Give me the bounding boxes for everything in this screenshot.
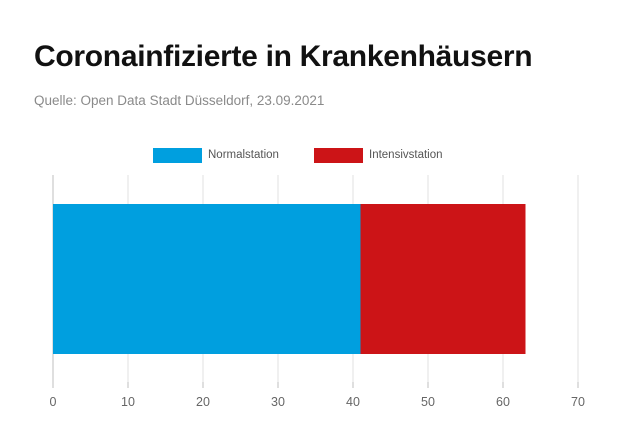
tick-label-x-50: 50 bbox=[421, 395, 435, 409]
chart-title: Coronainfizierte in Krankenhäusern bbox=[34, 40, 533, 73]
bar-intensivstation bbox=[360, 204, 526, 354]
legend: Normalstation Intensivstation bbox=[0, 145, 640, 165]
tick-label-x-20: 20 bbox=[196, 395, 210, 409]
legend-label-intensivstation: Intensivstation bbox=[369, 149, 443, 161]
bar-normalstation bbox=[53, 204, 361, 354]
legend-swatch-intensivstation bbox=[314, 147, 363, 163]
legend-swatch-normalstation bbox=[153, 147, 202, 163]
chart-source: Quelle: Open Data Stadt Düsseldorf, 23.0… bbox=[34, 93, 325, 108]
tick-label-x-10: 10 bbox=[121, 395, 135, 409]
legend-item-normalstation[interactable]: Normalstation bbox=[153, 145, 279, 165]
tick-label-x-70: 70 bbox=[571, 395, 585, 409]
tick-label-x-60: 60 bbox=[496, 395, 510, 409]
tick-label-x-30: 30 bbox=[271, 395, 285, 409]
legend-item-intensivstation[interactable]: Intensivstation bbox=[314, 145, 443, 165]
tick-label-x-0: 0 bbox=[50, 395, 57, 409]
tick-label-x-40: 40 bbox=[346, 395, 360, 409]
legend-label-normalstation: Normalstation bbox=[208, 149, 279, 161]
